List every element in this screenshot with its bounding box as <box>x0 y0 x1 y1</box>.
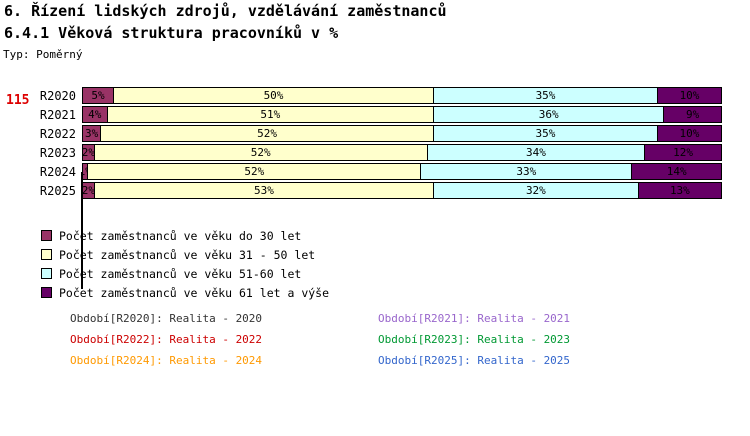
legend-item: Počet zaměstnanců ve věku 51-60 let <box>41 264 329 283</box>
bar-segment-value: 51% <box>260 108 281 121</box>
bar-segment-value: 52% <box>250 146 271 159</box>
bar-row-label: R2024 <box>39 165 76 179</box>
bar-segment-value: 52% <box>257 127 278 140</box>
bar-segment-value: 33% <box>516 165 537 178</box>
bar-segment: 10% <box>657 125 722 142</box>
bar-segment-value: 10% <box>679 127 700 140</box>
page-title: 6. Řízení lidských zdrojů, vzdělávání za… <box>4 2 447 20</box>
bar-segment: 14% <box>632 163 722 180</box>
bar-row-label: R2023 <box>39 146 76 160</box>
bar-row: 1% 52% 33% 14% <box>82 163 722 180</box>
legend-swatch-icon <box>41 249 52 260</box>
bar-segment: 12% <box>645 144 722 161</box>
legend-item: Počet zaměstnanců ve věku 61 let a výše <box>41 283 329 302</box>
legend-swatch-icon <box>41 230 52 241</box>
bar-row-label: R2020 <box>39 89 76 103</box>
bar-row-label: R2025 <box>39 184 76 198</box>
bar-segment: 34% <box>427 144 646 161</box>
bar-segment-value: 36% <box>538 108 559 121</box>
bar-segment-value: 9% <box>686 108 700 121</box>
bar-segment: 52% <box>88 163 422 180</box>
legend-item-label: Počet zaměstnanců ve věku 51-60 let <box>59 266 302 281</box>
bar-segment: 2% <box>82 182 95 199</box>
bar-segment-value: 35% <box>535 89 556 102</box>
bar-row: 2% 52% 34% 12% <box>82 144 722 161</box>
legend-item-label: Počet zaměstnanců ve věku do 30 let <box>59 228 302 243</box>
bar-segment: 32% <box>433 182 639 199</box>
bar-segment: 9% <box>664 106 722 123</box>
bar-segment: 52% <box>101 125 434 142</box>
bar-segment-value: 13% <box>669 184 690 197</box>
bar-segment: 10% <box>658 87 722 104</box>
bar-row: 4% 51% 36% 9% <box>82 106 722 123</box>
bar-segment-value: 52% <box>244 165 265 178</box>
bar-segment-value: 1% <box>83 166 87 177</box>
bar-segment: 33% <box>421 163 633 180</box>
bar-segment: 36% <box>433 106 665 123</box>
chart-axis <box>81 172 83 289</box>
bar-row-label: R2022 <box>39 127 76 141</box>
bar-segment-value: 4% <box>88 108 102 121</box>
bar-segment: 1% <box>82 163 89 180</box>
bar-segment-value: 34% <box>525 146 546 159</box>
bar-segment: 51% <box>107 106 434 123</box>
bar-row: 3% 52% 35% 10% <box>82 125 722 142</box>
bar-segment-value: 2% <box>82 146 95 159</box>
bar-segment-value: 10% <box>679 89 700 102</box>
chart-legend: Počet zaměstnanců ve věku do 30 let Počet… <box>41 226 329 302</box>
legend-swatch-icon <box>41 287 52 298</box>
bar-segment: 3% <box>82 125 102 142</box>
legend-item: Počet zaměstnanců ve věku 31 - 50 let <box>41 245 329 264</box>
bar-segment-value: 12% <box>673 146 694 159</box>
period-label: Období[R2021]: Realita - 2021 <box>378 312 571 325</box>
bar-segment-value: 35% <box>535 127 556 140</box>
bar-row: 2% 53% 32% 13% <box>82 182 722 199</box>
bar-segment: 2% <box>82 144 95 161</box>
legend-swatch-icon <box>41 268 52 279</box>
bar-segment-value: 3% <box>84 127 99 140</box>
bar-segment-value: 50% <box>263 89 284 102</box>
bar-segment: 50% <box>114 87 434 104</box>
record-count-badge: 115 <box>6 93 30 108</box>
bar-segment: 35% <box>433 125 658 142</box>
period-legend: Období[R2020]: Realita - 2020 Období[R202… <box>0 312 750 372</box>
bar-segment: 52% <box>94 144 428 161</box>
period-label: Období[R2023]: Realita - 2023 <box>378 333 571 346</box>
bar-segment-value: 2% <box>82 184 95 197</box>
period-label: Období[R2025]: Realita - 2025 <box>378 354 571 367</box>
bar-segment-value: 5% <box>91 89 105 102</box>
chart-subtitle: 6.4.1 Věková struktura pracovníků v % <box>4 24 339 42</box>
bar-segment: 53% <box>94 182 434 199</box>
bar-segment: 4% <box>82 106 108 123</box>
age-structure-stacked-bar-chart: 5% 50% 35% 10% 4% 51% 36% 9% 3% 52% 35% 10% 2% 52% 34%… <box>0 85 750 289</box>
bar-row-label: R2021 <box>39 108 76 122</box>
type-label: Typ: Poměrný <box>3 48 83 61</box>
legend-item-label: Počet zaměstnanců ve věku 61 let a výše <box>59 285 330 300</box>
legend-item: Počet zaměstnanců ve věku do 30 let <box>41 226 329 245</box>
legend-item-label: Počet zaměstnanců ve věku 31 - 50 let <box>59 247 316 262</box>
bar-segment-value: 53% <box>253 184 274 197</box>
bar-segment: 5% <box>82 87 114 104</box>
bar-segment: 35% <box>434 87 658 104</box>
bar-segment-value: 14% <box>666 165 687 178</box>
bar-segment: 13% <box>638 182 722 199</box>
period-label: Období[R2022]: Realita - 2022 <box>70 333 263 346</box>
bar-row: 5% 50% 35% 10% <box>82 87 722 104</box>
bar-segment-value: 32% <box>525 184 546 197</box>
period-label: Období[R2020]: Realita - 2020 <box>70 312 263 325</box>
period-label: Období[R2024]: Realita - 2024 <box>70 354 263 367</box>
